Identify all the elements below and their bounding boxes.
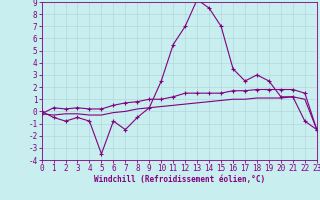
X-axis label: Windchill (Refroidissement éolien,°C): Windchill (Refroidissement éolien,°C) bbox=[94, 175, 265, 184]
